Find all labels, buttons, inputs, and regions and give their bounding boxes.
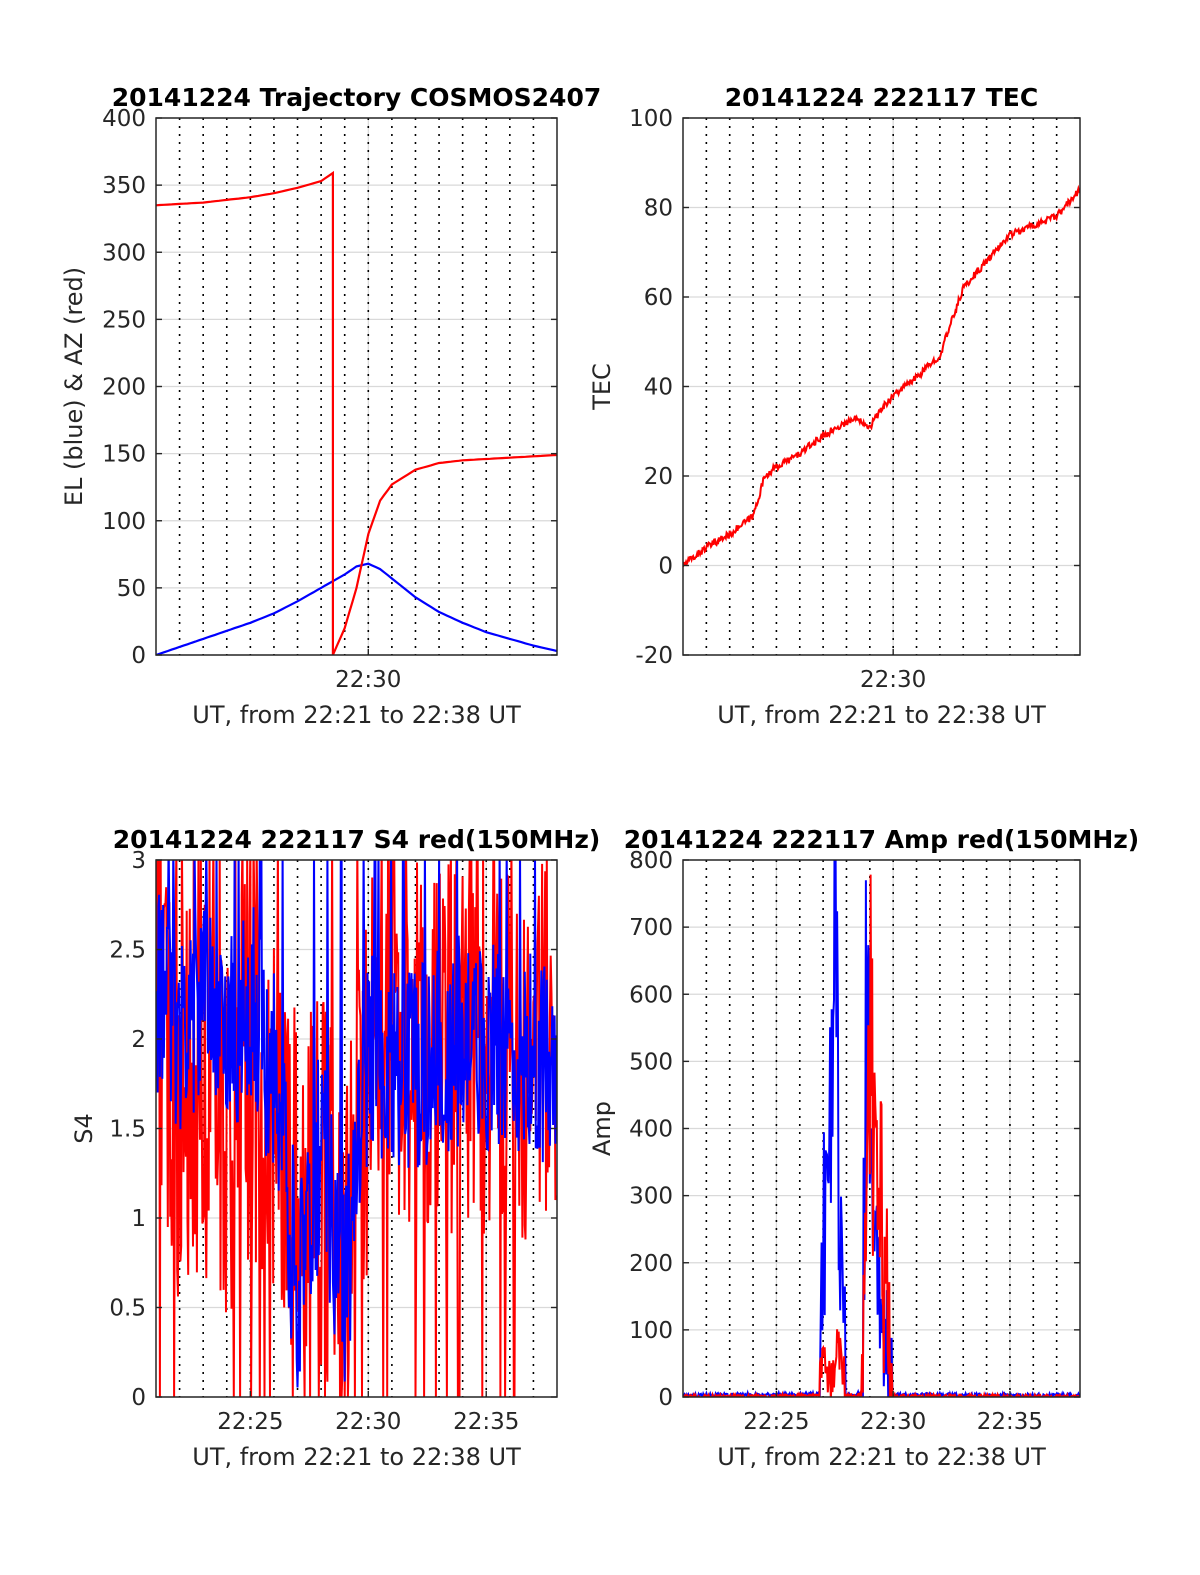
y-axis-label: Amp <box>588 1101 616 1156</box>
x-tick-label: 22:30 <box>335 1409 401 1435</box>
x-tick-label: 22:30 <box>335 667 401 693</box>
y-tick-label: 300 <box>102 240 146 266</box>
y-tick-label: 2.5 <box>109 938 146 964</box>
y-tick-label: 60 <box>644 285 673 311</box>
chart-panel-4: 0 100 200 300 400 500 600 700 800 22:25 22:30 22:35… <box>588 825 1140 1471</box>
y-tick-label: 100 <box>102 509 146 535</box>
y-tick-label: 100 <box>629 106 673 132</box>
y-tick-label: 600 <box>629 982 673 1008</box>
x-tick-label: 22:30 <box>860 1409 926 1435</box>
y-tick-label: 400 <box>629 1117 673 1143</box>
chart-title: 20141224 Trajectory COSMOS2407 <box>112 83 602 112</box>
y-tick-label: 350 <box>102 173 146 199</box>
y-tick-label: 700 <box>629 915 673 941</box>
y-tick-label: 200 <box>629 1251 673 1277</box>
y-tick-label: 100 <box>629 1318 673 1344</box>
x-tick-label: 22:35 <box>977 1409 1043 1435</box>
y-tick-label: 40 <box>644 375 673 401</box>
y-tick-label: 0 <box>658 554 673 580</box>
chart-panel-3: 0 0.5 1 1.5 2 2.5 3 22:25 22:30 22:35 20141224 222… <box>70 825 601 1471</box>
y-tick-label: 300 <box>629 1184 673 1210</box>
y-tick-label: 0.5 <box>109 1296 146 1322</box>
y-tick-label: 0 <box>131 1385 146 1411</box>
chart-title: 20141224 222117 Amp red(150MHz) <box>624 825 1140 854</box>
chart-title: 20141224 222117 TEC <box>725 83 1038 112</box>
x-axis-label: UT, from 22:21 to 22:38 UT <box>192 1443 521 1471</box>
y-tick-label: 0 <box>131 643 146 669</box>
y-tick-label: 1 <box>131 1206 146 1232</box>
x-axis-label: UT, from 22:21 to 22:38 UT <box>717 1443 1046 1471</box>
x-tick-label: 22:25 <box>217 1409 283 1435</box>
chart-title: 20141224 222117 S4 red(150MHz) <box>113 825 601 854</box>
s4-blue-series-line <box>156 860 557 1388</box>
y-tick-label: 1.5 <box>109 1117 146 1143</box>
y-axis-label: EL (blue) & AZ (red) <box>60 267 88 506</box>
y-tick-label: 3 <box>131 848 146 874</box>
x-tick-label: 22:30 <box>860 667 926 693</box>
y-tick-label: 800 <box>629 848 673 874</box>
x-axis-label: UT, from 22:21 to 22:38 UT <box>192 701 521 729</box>
tec-series-line <box>683 184 1080 568</box>
x-tick-label: 22:25 <box>743 1409 809 1435</box>
amp-red-series-line <box>683 874 1080 1397</box>
y-axis-label: S4 <box>70 1113 98 1144</box>
y-tick-label: 80 <box>644 196 673 222</box>
x-tick-label: 22:35 <box>453 1409 519 1435</box>
y-tick-label: -20 <box>635 643 673 669</box>
y-tick-label: 250 <box>102 307 146 333</box>
y-tick-label: 0 <box>658 1385 673 1411</box>
x-axis-label: UT, from 22:21 to 22:38 UT <box>717 701 1046 729</box>
y-tick-label: 500 <box>629 1049 673 1075</box>
y-tick-label: 2 <box>131 1027 146 1053</box>
y-tick-label: 150 <box>102 442 146 468</box>
y-tick-label: 200 <box>102 375 146 401</box>
y-tick-label: 50 <box>117 576 146 602</box>
y-tick-label: 400 <box>102 106 146 132</box>
y-tick-label: 20 <box>644 464 673 490</box>
y-axis-label: TEC <box>588 363 616 411</box>
az-series-line <box>156 170 557 655</box>
chart-panel-2: -20 0 20 40 60 80 100 22:30 20141224 222117 TEC U… <box>588 83 1081 729</box>
chart-panel-1: 0 50 100 150 200 250 300 350 400 22:30 20141224 Tr… <box>60 83 601 729</box>
el-series-line <box>156 562 557 655</box>
